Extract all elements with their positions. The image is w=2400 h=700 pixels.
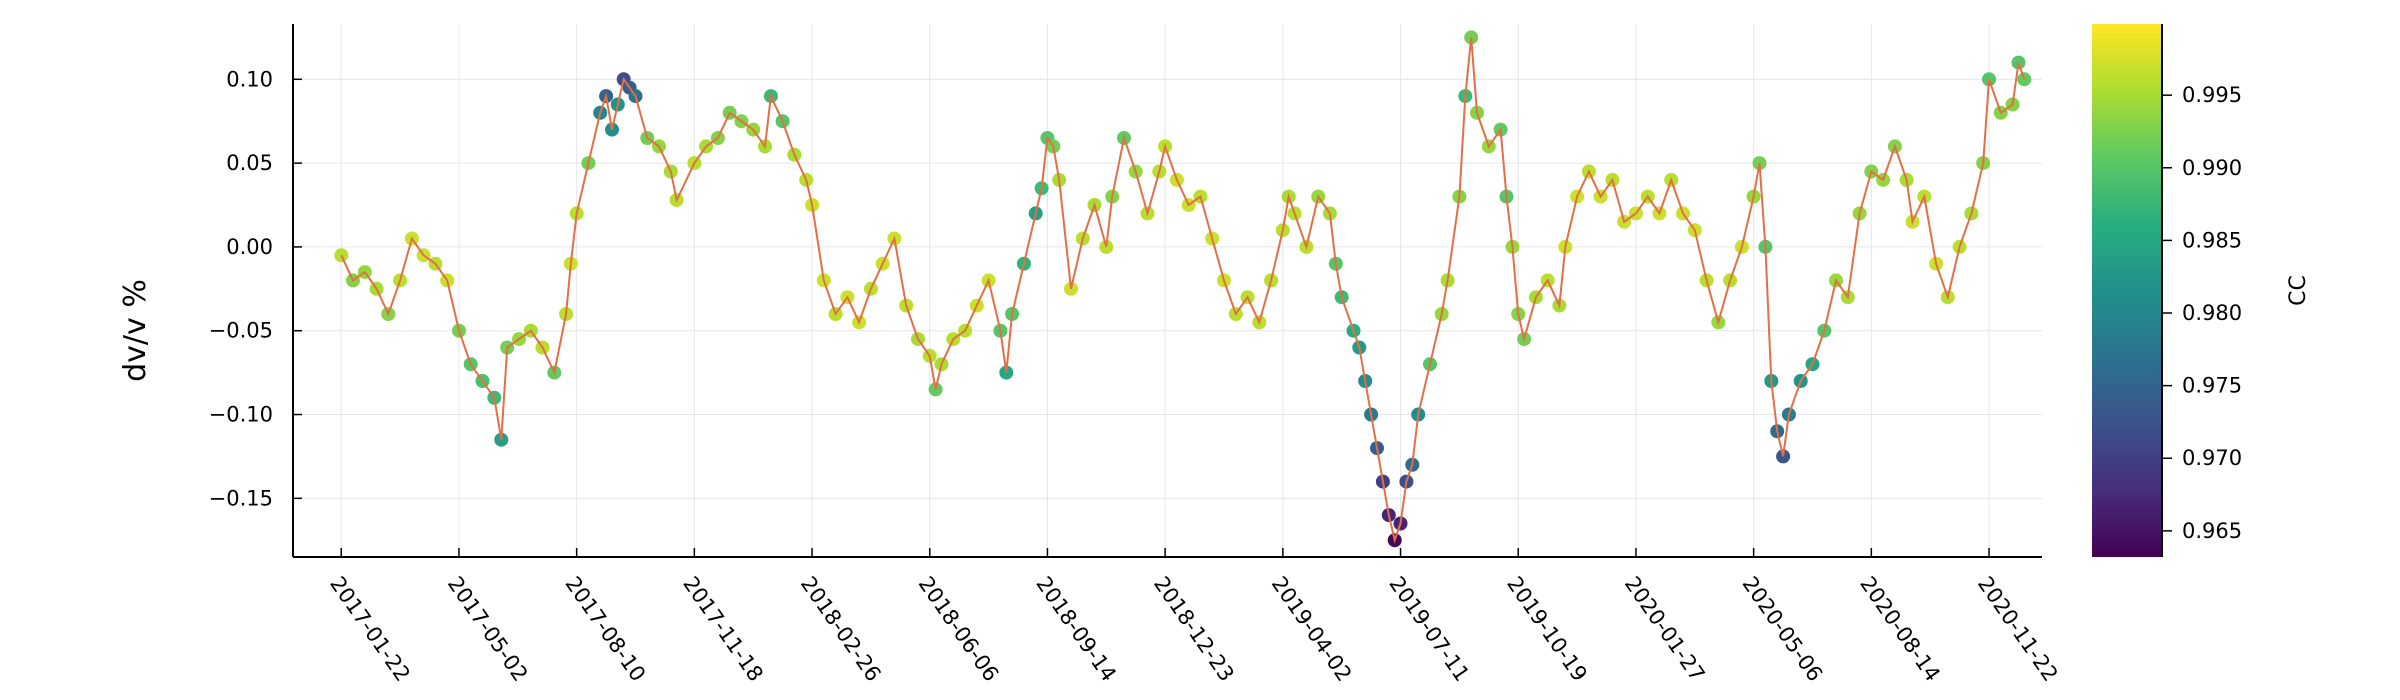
- x-tick-label: 2018-02-26: [796, 572, 886, 686]
- y-tick-label: 0.00: [226, 235, 273, 259]
- y-tick-label: −0.15: [209, 486, 273, 510]
- colorbar-tick-label: 0.990: [2182, 156, 2242, 180]
- colorbar-tick-label: 0.980: [2182, 301, 2242, 325]
- colorbar-tick-label: 0.970: [2182, 446, 2242, 470]
- x-tick-label: 2019-10-19: [1502, 572, 1592, 686]
- x-tick-label: 2019-07-11: [1384, 572, 1474, 686]
- x-tick-label: 2017-05-02: [443, 572, 533, 686]
- x-tick-label: 2019-04-02: [1267, 572, 1357, 686]
- grid: [293, 24, 2042, 557]
- y-tick-label: 0.10: [226, 67, 273, 91]
- x-tick-label: 2020-01-27: [1620, 572, 1710, 686]
- y-axis-title: dv/v %: [118, 279, 153, 382]
- y-tick-label: −0.05: [209, 319, 273, 343]
- axes: [292, 24, 2042, 558]
- colorbar-ticks: 0.965 0.970 0.975 0.980 0.985 0.990 0.995: [2161, 24, 2242, 557]
- x-tick-label: 2020-11-22: [1973, 572, 2063, 686]
- colorbar-tick-label: 0.975: [2182, 374, 2242, 398]
- colorbar-gradient: [2092, 24, 2162, 557]
- colorbar-title: CC: [2286, 275, 2311, 306]
- x-tick-label: 2017-11-18: [678, 572, 768, 686]
- x-tick-label: 2020-08-14: [1855, 572, 1945, 686]
- x-tick-label: 2018-12-23: [1149, 572, 1239, 686]
- x-tick-label: 2020-05-06: [1738, 572, 1828, 686]
- x-axis-ticks: 2017-01-22 2017-05-02 2017-08-10 2017-11-18…: [325, 548, 2063, 686]
- series-line: [340, 37, 2026, 544]
- x-tick-label: 2017-01-22: [325, 572, 415, 686]
- colorbar: 0.965 0.970 0.975 0.980 0.985 0.990 0.995 CC: [2092, 24, 2311, 557]
- x-tick-label: 2018-06-06: [914, 572, 1004, 686]
- y-axis-ticks: −0.15 −0.10 −0.05 0.00 0.05 0.10: [209, 67, 302, 510]
- data-points: [334, 30, 2032, 548]
- x-tick-label: 2017-08-10: [561, 572, 651, 686]
- y-tick-label: 0.05: [226, 151, 273, 175]
- x-tick-label: 2018-09-14: [1031, 572, 1121, 686]
- data-point: [334, 248, 349, 263]
- y-tick-label: −0.10: [209, 403, 273, 427]
- colorbar-tick-label: 0.995: [2182, 83, 2242, 107]
- colorbar-tick-label: 0.965: [2182, 519, 2242, 543]
- colorbar-tick-label: 0.985: [2182, 228, 2242, 252]
